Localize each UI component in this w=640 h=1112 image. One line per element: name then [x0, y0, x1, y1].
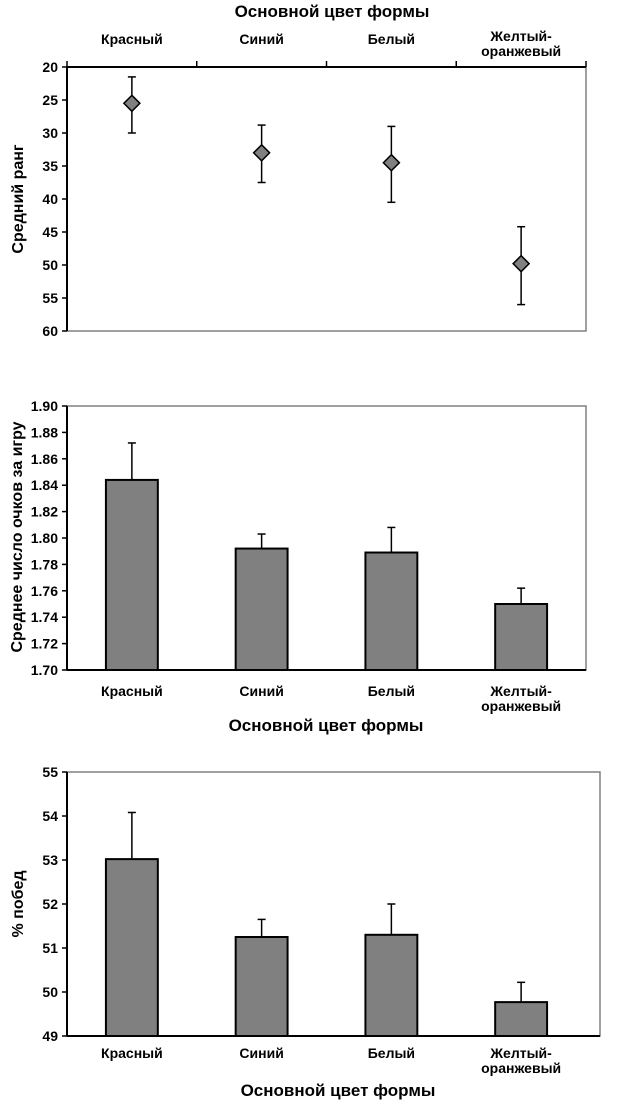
data-point-красный — [122, 94, 141, 113]
y-tick-label: 40 — [42, 191, 58, 207]
y-tick-label: 50 — [42, 984, 58, 1000]
y-tick-label: 1.70 — [31, 662, 58, 678]
y-tick-label: 1.78 — [31, 556, 58, 572]
y-tick-label: 20 — [42, 59, 58, 75]
chart-title: Основной цвет формы — [235, 2, 430, 21]
x-tick-label-синий: Синий — [239, 31, 283, 47]
bar-желтый-оранжевый — [494, 603, 549, 671]
bar-красный — [104, 478, 159, 672]
y-tick-label: 49 — [42, 1028, 58, 1044]
data-point-белый — [382, 153, 401, 172]
x-tick-label-синий: Синий — [239, 683, 283, 699]
y-tick-label: 1.80 — [31, 530, 58, 546]
x-tick-label-белый: Белый — [368, 683, 415, 699]
panel-points-per-game: 1.70 1.72 1.74 1.76 1.78 1.80 1.82 1.84 1.86 1.88… — [9, 398, 587, 735]
x-axis-label: Основной цвет формы — [241, 1081, 436, 1100]
y-tick-label: 1.88 — [31, 424, 58, 440]
y-tick-label: 30 — [42, 125, 58, 141]
y-tick-label: 60 — [42, 323, 58, 339]
y-tick-label: 55 — [42, 764, 58, 780]
x-tick-label-желтый-: Желтый- — [489, 28, 552, 44]
bar-белый — [364, 933, 419, 1037]
bar-синий — [234, 936, 289, 1037]
y-tick-label: 1.86 — [31, 451, 58, 467]
y-axis-label: % побед — [10, 870, 27, 937]
bar-синий — [234, 547, 289, 671]
y-ticks: 1.70 1.72 1.74 1.76 1.78 1.80 1.82 1.84 1.86 1.88… — [31, 398, 67, 678]
y-tick-label: 52 — [42, 896, 58, 912]
bar-белый — [364, 551, 419, 672]
y-tick-label: 1.72 — [31, 636, 58, 652]
y-ticks: 20 25 30 35 40 45 50 55 60 — [42, 59, 67, 339]
x-tick-label-оранжевый: оранжевый — [481, 698, 561, 714]
bar-красный — [104, 858, 159, 1037]
x-tick-label-красный: Красный — [101, 31, 163, 47]
bars — [104, 442, 549, 672]
x-tick-label-желтый-: Желтый- — [489, 683, 552, 699]
x-tick-label-оранжевый: оранжевый — [481, 1060, 561, 1076]
y-tick-label: 51 — [42, 940, 58, 956]
data-points — [122, 76, 531, 306]
y-tick-label: 54 — [42, 808, 58, 824]
bar-желтый-оранжевый — [494, 1001, 549, 1037]
y-tick-label: 1.84 — [31, 477, 58, 493]
x-tick-label-оранжевый: оранжевый — [481, 43, 561, 59]
y-tick-label: 1.74 — [31, 609, 58, 625]
plot-frame — [66, 66, 587, 332]
x-axis-label: Основной цвет формы — [229, 716, 424, 735]
x-ticks — [66, 61, 587, 67]
y-tick-label: 50 — [42, 257, 58, 273]
y-tick-label: 1.82 — [31, 504, 58, 520]
y-tick-label: 25 — [42, 92, 58, 108]
x-tick-label-синий: Синий — [239, 1045, 283, 1061]
x-tick-label-белый: Белый — [368, 31, 415, 47]
panel-mean-rank: Основной цвет формы Красный Синий Белый Жел… — [10, 2, 587, 339]
y-tick-label: 55 — [42, 290, 58, 306]
x-tick-label-красный: Красный — [101, 683, 163, 699]
y-tick-label: 45 — [42, 224, 58, 240]
y-ticks: 49 50 51 52 53 54 55 — [42, 764, 67, 1044]
x-tick-label-желтый-: Желтый- — [489, 1045, 552, 1061]
bars — [104, 811, 549, 1037]
y-axis-label: Средний ранг — [10, 144, 27, 254]
panel-win-percent: 49 50 51 52 53 54 55 Красный Синий Белый Желтый-о… — [10, 764, 601, 1100]
y-tick-label: 35 — [42, 158, 58, 174]
x-tick-labels: Красный Синий Белый Желтый-оранжевый — [101, 1045, 561, 1076]
data-point-желтый-оранжевый — [512, 254, 531, 273]
y-tick-label: 53 — [42, 852, 58, 868]
x-tick-labels: Красный Синий Белый Желтый-оранжевый — [101, 28, 561, 59]
y-axis-label: Среднее число очков за игру — [9, 421, 26, 652]
x-tick-label-белый: Белый — [368, 1045, 415, 1061]
data-point-синий — [252, 143, 271, 162]
x-tick-label-красный: Красный — [101, 1045, 163, 1061]
y-tick-label: 1.90 — [31, 398, 58, 414]
y-tick-label: 1.76 — [31, 583, 58, 599]
x-tick-labels: Красный Синий Белый Желтый-оранжевый — [101, 683, 561, 714]
